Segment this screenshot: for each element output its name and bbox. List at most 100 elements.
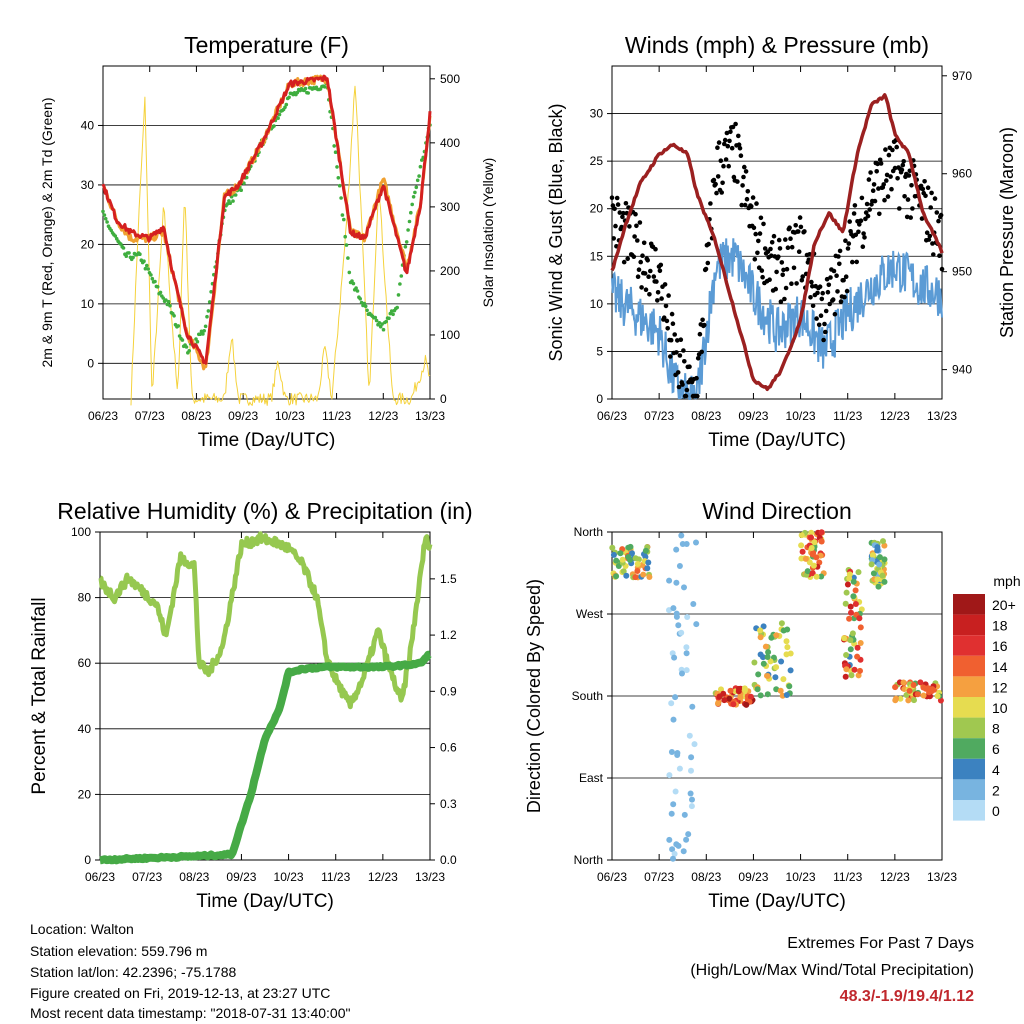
direction-point (808, 545, 815, 551)
y-tick-label: 60 (78, 656, 92, 670)
td-point (362, 301, 367, 306)
direction-point (848, 672, 855, 679)
direction-point (881, 542, 888, 549)
td-point (166, 299, 171, 304)
direction-point (727, 687, 734, 694)
td-point (415, 178, 420, 183)
gust-point (733, 121, 738, 127)
direction-point (868, 561, 875, 568)
legend-label: 8 (992, 721, 1000, 737)
series-total-precipitation (97, 650, 433, 865)
direction-point (869, 552, 876, 559)
direction-point (799, 548, 806, 555)
direction-point (811, 539, 818, 546)
gust-point (934, 210, 940, 215)
gust-point (741, 174, 746, 180)
gust-point (729, 145, 735, 151)
gust-point (722, 137, 728, 143)
td-point (406, 228, 410, 232)
gust-point (802, 229, 807, 234)
gust-point (737, 145, 743, 151)
y2-tick-label: 0.9 (440, 684, 457, 698)
direction-point (848, 609, 854, 616)
gust-point (836, 254, 841, 259)
direction-point (669, 846, 676, 853)
gust-point (636, 267, 642, 273)
x-tick-label: 07/23 (644, 870, 674, 884)
gust-point (711, 177, 717, 183)
direction-point (780, 676, 787, 683)
y2-tick-label: 200 (440, 264, 460, 278)
direction-point (689, 703, 696, 710)
td-point (420, 158, 424, 162)
td-point (303, 86, 308, 91)
direction-point (634, 568, 641, 574)
gust-point (723, 157, 729, 162)
gust-point (783, 237, 788, 242)
td-point (155, 285, 160, 289)
td-point (409, 210, 413, 215)
gust-point (798, 224, 804, 230)
gust-point (759, 268, 765, 273)
y2-tick-label: 400 (440, 136, 460, 150)
td-point (184, 345, 189, 349)
direction-point (855, 569, 862, 576)
gust-point (851, 211, 857, 216)
direction-point (632, 555, 639, 562)
gust-point (680, 382, 685, 387)
direction-point (905, 697, 912, 704)
gust-point (735, 179, 740, 184)
direction-point (857, 667, 863, 674)
gust-point (866, 177, 872, 182)
gust-point (894, 144, 899, 150)
gust-point (793, 223, 798, 228)
gust-point (837, 248, 843, 254)
gust-point (681, 348, 686, 353)
direction-point (668, 749, 675, 755)
direction-point (844, 581, 851, 588)
legend-label: 2 (992, 782, 1000, 798)
td-point (355, 289, 360, 293)
gust-point (753, 231, 758, 237)
direction-point (850, 578, 857, 585)
direction-point (683, 650, 690, 657)
td-point (138, 252, 142, 256)
direction-point (670, 716, 677, 723)
direction-point (609, 544, 616, 551)
y-axis-label-4: Direction (Colored By Speed) (524, 579, 544, 813)
gust-point (890, 147, 895, 153)
gust-point (757, 231, 763, 236)
gust-point (627, 224, 632, 229)
gust-point (867, 207, 872, 212)
y2-tick-label: 0.0 (440, 853, 457, 867)
direction-point (784, 644, 791, 651)
direction-point (818, 529, 825, 536)
gust-point (923, 193, 928, 199)
gust-point (842, 294, 847, 300)
gust-point (625, 256, 630, 262)
gust-point (905, 197, 911, 202)
direction-point (688, 803, 695, 810)
x-tick-label: 13/23 (415, 409, 445, 423)
direction-point (680, 848, 687, 855)
gust-point (897, 206, 902, 211)
gust-point (931, 252, 936, 257)
gust-point (659, 296, 664, 301)
gust-point (900, 162, 906, 168)
extremes-values: 48.3/-1.9/19.4/1.12 (839, 988, 974, 1005)
gust-point (815, 290, 820, 296)
gust-point (664, 318, 670, 324)
direction-point (760, 623, 767, 630)
direction-point (906, 687, 913, 694)
td-point (102, 213, 107, 217)
direction-point (787, 667, 794, 674)
gust-point (672, 332, 677, 337)
legend-label: 20+ (992, 597, 1016, 613)
gust-point (617, 210, 623, 215)
y-tick-label: 5 (596, 344, 603, 358)
direction-point (808, 534, 814, 541)
info-created: Figure created on Fri, 2019-12-13, at 23… (30, 985, 331, 1001)
gust-point (641, 240, 647, 246)
direction-point (688, 754, 695, 761)
y-tick-label: North (574, 525, 603, 539)
